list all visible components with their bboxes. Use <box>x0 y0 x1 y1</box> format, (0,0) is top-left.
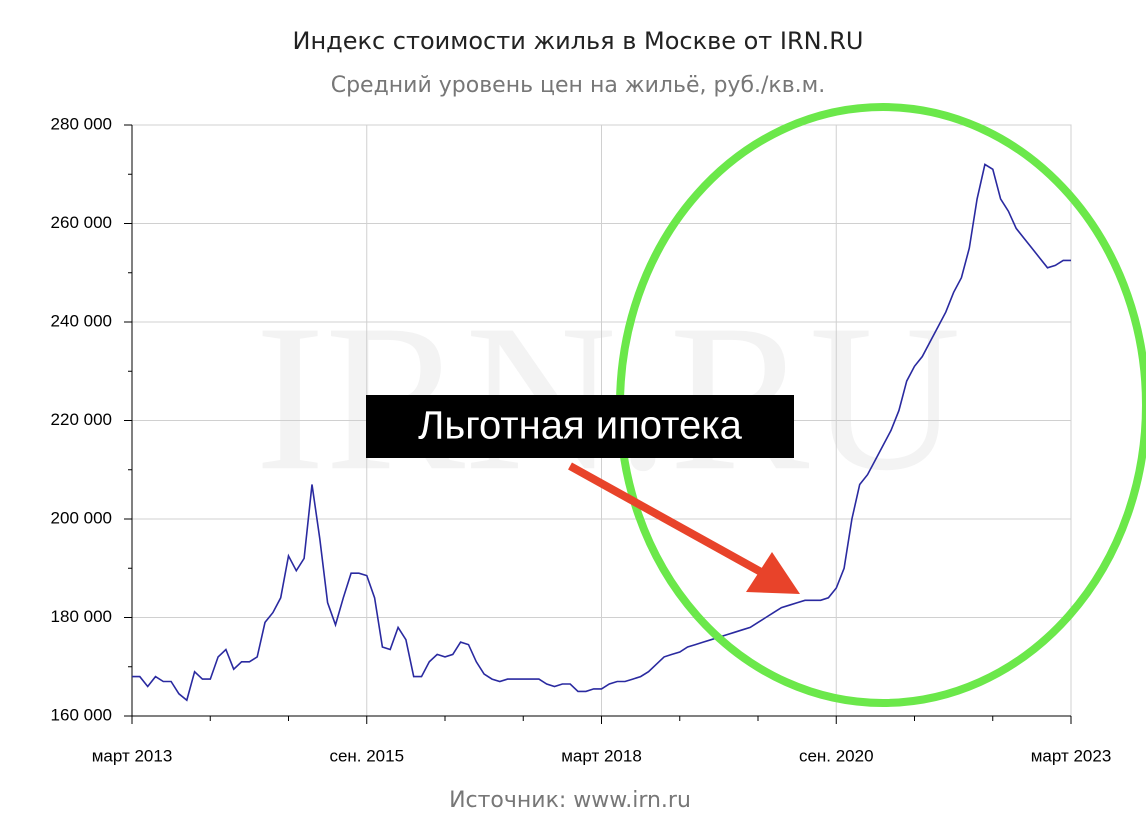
x-tick-label: март 2018 <box>561 746 642 765</box>
line-series <box>132 163 1071 702</box>
y-tick-label: 260 000 <box>51 213 112 232</box>
y-tick-label: 280 000 <box>51 114 112 133</box>
y-tick-label: 160 000 <box>51 705 112 724</box>
x-tick-label: сен. 2020 <box>799 746 874 765</box>
y-tick-label: 220 000 <box>51 410 112 429</box>
chart-title: Индекс стоимости жилья в Москве от IRN.R… <box>292 27 863 55</box>
source: Источник: www.irn.ru <box>449 788 691 813</box>
y-tick-label: 240 000 <box>51 311 112 330</box>
x-tick-label: март 2013 <box>92 746 173 765</box>
y-tick-label: 180 000 <box>51 607 112 626</box>
chart-subtitle: Средний уровень цен на жильё, руб./кв.м. <box>331 73 826 98</box>
x-tick-label: сен. 2015 <box>329 746 404 765</box>
arrow-shaft <box>568 462 772 581</box>
annotation: Льготная ипотека <box>418 404 742 448</box>
x-tick-label: март 2023 <box>1031 746 1112 765</box>
y-tick-label: 200 000 <box>51 508 112 527</box>
arrow-head <box>746 552 800 594</box>
annotation-box <box>366 395 794 458</box>
